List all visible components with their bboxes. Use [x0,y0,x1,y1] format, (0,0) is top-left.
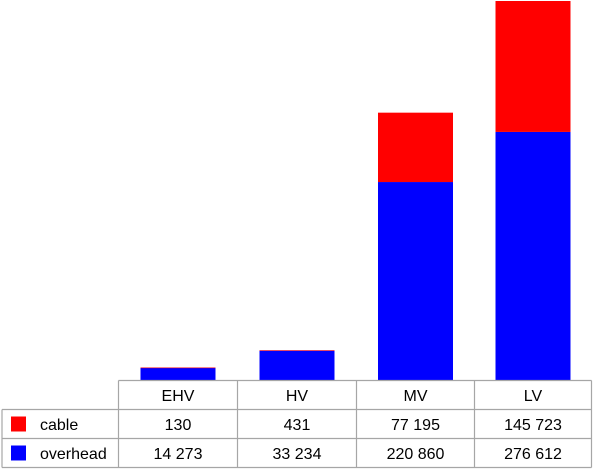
data-label-overhead-lv: 276 612 [504,446,562,463]
category-label-ehv: EHV [162,388,195,405]
series-name-overhead: overhead [40,446,107,463]
data-label-cable-ehv: 130 [165,417,192,434]
category-label-lv: LV [524,388,543,405]
data-label-cable-hv: 431 [284,417,311,434]
data-label-overhead-mv: 220 860 [387,446,445,463]
bar-overhead-mv [378,182,453,381]
legend-swatch-cable [11,416,26,432]
data-label-cable-mv: 77 195 [391,417,440,434]
data-label-overhead-ehv: 14 273 [154,446,203,463]
bar-overhead-hv [259,350,335,381]
bar-overhead-lv [495,131,571,381]
data-label-overhead-hv: 33 234 [273,446,322,463]
bar-overhead-ehv [140,367,216,381]
bar-cable-hv [259,350,335,351]
data-label-cable-lv: 145 723 [504,417,562,434]
category-label-mv: MV [404,388,428,405]
bar-cable-lv [495,1,571,132]
bar-cable-ehv [140,367,216,369]
series-name-cable: cable [40,417,78,434]
bar-cable-mv [378,112,453,183]
category-label-hv: HV [286,388,309,405]
legend-swatch-overhead [11,445,26,461]
